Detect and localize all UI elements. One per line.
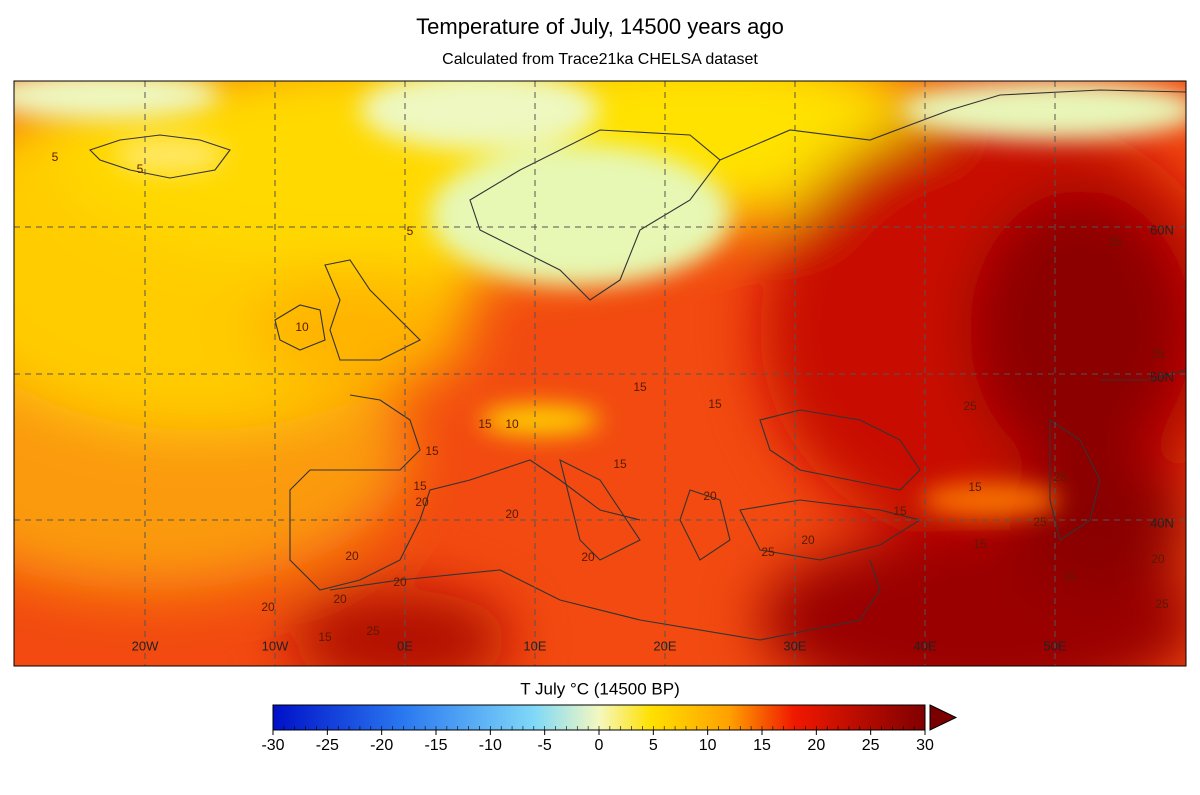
contour-label: 10 — [505, 417, 519, 431]
contour-label: 20 — [415, 495, 429, 509]
contour-label: 5 — [407, 224, 414, 238]
subtitle: Calculated from Trace21ka CHELSA dataset — [442, 51, 758, 68]
colorbar-extend — [929, 704, 958, 731]
lon-label: 10W — [262, 638, 289, 653]
colorbar-label: T July °C (14500 BP) — [520, 679, 680, 698]
lon-label: 50E — [1043, 638, 1066, 653]
contour-label: 20 — [333, 592, 347, 606]
contour-label: 15 — [1063, 570, 1077, 584]
contour-label: 10 — [295, 320, 309, 334]
colorbar-tick-label: 20 — [807, 737, 825, 754]
colorbar-tick-label: 25 — [862, 737, 880, 754]
title: Temperature of July, 14500 years ago — [416, 14, 784, 39]
contour-label: 5 — [137, 162, 144, 176]
lon-label: 20E — [653, 638, 676, 653]
contour-label: 25 — [1155, 597, 1169, 611]
colorbar-tick-label: 15 — [753, 737, 771, 754]
lat-label: 40N — [1150, 515, 1174, 530]
colorbar-tick-label: 0 — [595, 737, 604, 754]
contour-label: 20 — [393, 575, 407, 589]
lon-label: 20W — [132, 638, 159, 653]
colorbar-tick-label: 10 — [699, 737, 717, 754]
lat-label: 50N — [1150, 369, 1174, 384]
contour-label: 5 — [52, 150, 59, 164]
contour-label: 20 — [581, 550, 595, 564]
contour-label: 20 — [505, 507, 519, 521]
contour-label: 15 — [973, 537, 987, 551]
contour-label: 20 — [1151, 552, 1165, 566]
contour-label: 15 — [708, 397, 722, 411]
contour-label: 15 — [613, 457, 627, 471]
lon-label: 10E — [523, 638, 546, 653]
contour-label: 25 — [963, 399, 977, 413]
colorbar-tick-label: -30 — [261, 737, 284, 754]
lon-label: 30E — [783, 638, 806, 653]
colorbar-tick-label: -15 — [424, 737, 447, 754]
contour-label: 15 — [425, 444, 439, 458]
contour-label: 25 — [1033, 515, 1047, 529]
colorbar-tick-label: -10 — [479, 737, 502, 754]
contour-label: 15 — [318, 630, 332, 644]
contour-label: 25 — [366, 624, 380, 638]
contour-label: 15 — [478, 417, 492, 431]
contour-label: 20 — [703, 489, 717, 503]
contour-label: 20 — [801, 533, 815, 547]
contour-label: 15 — [633, 380, 647, 394]
colorbar-tick-label: -5 — [538, 737, 552, 754]
contour-label: 20 — [261, 600, 275, 614]
lon-label: 0E — [397, 638, 413, 653]
contour-label: 15 — [413, 479, 427, 493]
lon-label: 40E — [913, 638, 936, 653]
contour-label: 25 — [1053, 470, 1067, 484]
contour-label: 15 — [893, 504, 907, 518]
contour-label: 25 — [1151, 347, 1165, 361]
coastlines — [88, 89, 1186, 641]
colorbar-tick-label: 5 — [649, 737, 658, 754]
map-frame — [13, 80, 1187, 667]
lat-label: 60N — [1150, 222, 1174, 237]
contour-label: 20 — [345, 549, 359, 563]
contour-label: 25 — [1108, 235, 1122, 249]
colorbar-tick-label: -20 — [370, 737, 393, 754]
contour-label: 25 — [761, 545, 775, 559]
contour-label: 15 — [968, 480, 982, 494]
temperature-field — [14, 81, 1186, 666]
colorbar-tick-label: -25 — [316, 737, 339, 754]
graticule — [14, 81, 1186, 666]
colorbar-tick-label: 30 — [916, 737, 934, 754]
